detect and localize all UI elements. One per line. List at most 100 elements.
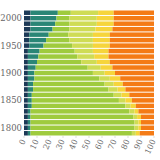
bar-segment [28, 65, 36, 69]
bar-segment [36, 65, 88, 69]
bar-segment [77, 54, 94, 58]
bar-segment [114, 16, 154, 20]
bar-segment [28, 126, 31, 130]
bar-segment [122, 93, 130, 97]
bar-segment [34, 76, 99, 80]
x-tick [102, 136, 103, 138]
bar-segment [28, 120, 31, 124]
bar-segment [135, 120, 139, 124]
bar-segment [132, 131, 136, 135]
bar-segment [120, 76, 154, 80]
bar-segment [141, 120, 154, 124]
bar-segment [125, 87, 154, 91]
bar-segment [125, 104, 130, 108]
bar-segment [110, 43, 154, 47]
bar-segment [129, 109, 134, 113]
bar-segment [28, 54, 38, 58]
bar-segment [135, 109, 139, 113]
bar-segment [49, 32, 68, 36]
bar-segment [140, 131, 154, 135]
bar-segment [28, 104, 32, 108]
bar-segment [28, 82, 33, 86]
x-tick-label: 30 [54, 138, 66, 151]
bar-segment [28, 98, 32, 102]
bar-segment [125, 98, 131, 102]
bar-segment [110, 38, 154, 42]
bar-segment [70, 27, 96, 31]
bar-segment [24, 82, 28, 86]
bar-segment [112, 65, 154, 69]
bar-segment [119, 98, 126, 102]
bar-segment [114, 11, 154, 15]
bar-segment [94, 54, 108, 58]
bar-segment [24, 11, 31, 15]
bar-segment [28, 131, 31, 135]
bar-segment [24, 49, 28, 53]
x-tick [76, 136, 77, 138]
bar-segment [33, 82, 105, 86]
x-tick-label: 40 [67, 138, 79, 151]
bar-segment [112, 27, 154, 31]
bar-segment [138, 126, 141, 130]
bar-segment [109, 54, 155, 58]
bar-segment [96, 27, 113, 31]
bar-segment [70, 21, 97, 25]
bar-segment [109, 87, 118, 91]
bar-segment [24, 27, 31, 31]
x-tick-label: 90 [132, 138, 144, 151]
chart-svg: 1800185019001950200001020304050607080901… [0, 0, 160, 160]
bar-segment [109, 49, 155, 53]
x-tick [63, 136, 64, 138]
y-tick-label: 2000 [0, 13, 22, 23]
bar-segment [24, 43, 29, 47]
bar-segment [55, 21, 69, 25]
bar-segment [24, 87, 28, 91]
bar-segment [136, 104, 154, 108]
x-tick-label: 70 [106, 138, 118, 151]
bar-segment [28, 87, 33, 91]
bar-segment [24, 21, 31, 25]
bar-segment [31, 109, 130, 113]
y-tick-label: 1850 [0, 95, 22, 105]
bar-segment [135, 126, 139, 130]
bar-segment [24, 32, 29, 36]
bar-segment [24, 65, 28, 69]
bar-segment [31, 131, 132, 135]
x-tick [154, 136, 155, 138]
bar-segment [123, 82, 154, 86]
bar-segment [28, 76, 35, 80]
bar-segment [37, 60, 81, 64]
bar-segment [38, 54, 77, 58]
bar-segment [115, 71, 154, 75]
bar-segment [101, 65, 113, 69]
bar-segment [28, 60, 37, 64]
bar-segment [70, 38, 93, 42]
bar-segment [24, 120, 28, 124]
bar-segment [24, 126, 28, 130]
bar-segment [46, 38, 69, 42]
bar-segment [72, 43, 93, 47]
bar-segment [28, 49, 40, 53]
bar-segment [138, 120, 141, 124]
bar-segment [114, 82, 123, 86]
bar-segment [24, 115, 28, 119]
bar-segment [31, 21, 56, 25]
bar-segment [141, 115, 154, 119]
bar-segment [24, 76, 28, 80]
x-tick-label: 60 [93, 138, 105, 151]
x-tick [37, 136, 38, 138]
bar-segment [24, 38, 29, 42]
x-tick-label: 10 [28, 138, 40, 151]
bar-segment [110, 60, 154, 64]
bar-segment [28, 93, 32, 97]
bar-segment [141, 126, 154, 130]
x-tick [128, 136, 129, 138]
bar-segment [88, 65, 101, 69]
bar-segment [105, 71, 115, 75]
bar-segment [29, 43, 43, 47]
bar-segment [34, 71, 93, 75]
bar-segment [24, 98, 28, 102]
bar-segment [29, 32, 49, 36]
bar-segment [110, 32, 154, 36]
bar-segment [44, 43, 73, 47]
